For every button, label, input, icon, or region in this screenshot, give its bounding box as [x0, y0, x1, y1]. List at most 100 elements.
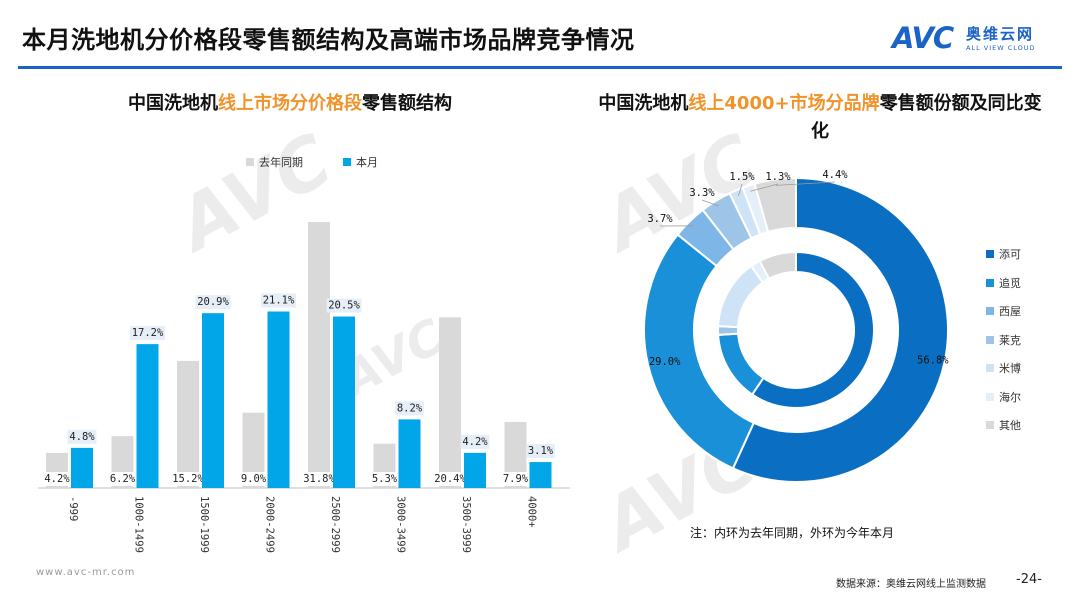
legend-label: 本月	[356, 156, 378, 169]
donut-chart-title-prefix: 中国洗地机	[598, 93, 689, 114]
outer-ring-segment-6	[753, 176, 797, 234]
data-label-box	[170, 472, 206, 486]
bar-last-year	[504, 421, 527, 488]
donut-data-label: 1.3%	[765, 171, 791, 183]
donut-legend-item: 追觅	[986, 269, 1066, 298]
donut-legend-item: 添可	[986, 240, 1066, 269]
outer-ring-segment-0	[731, 176, 949, 483]
bar-last-year	[177, 360, 199, 488]
page-number: -24-	[1016, 572, 1042, 587]
bar-legend-this-month: 本月	[343, 154, 378, 170]
data-label-box	[67, 429, 97, 444]
data-label-box	[301, 472, 337, 486]
bar-chart-title: 中国洗地机线上市场分价格段零售额结构	[40, 90, 540, 118]
data-label-box	[108, 472, 137, 486]
bar-this-month	[529, 462, 552, 488]
data-label: 9.0%	[241, 473, 267, 485]
donut-chart-title: 中国洗地机线上4000+市场分品牌零售额份额及同比变化	[590, 90, 1050, 146]
donut-legend: 添可追觅西屋莱克米博海尔其他	[986, 240, 1066, 440]
legend-label: 追觅	[999, 276, 1021, 290]
donut-leader-line	[738, 183, 743, 196]
donut-leader-line	[750, 183, 779, 192]
legend-label: 其他	[999, 419, 1021, 433]
legend-label: 添可	[999, 248, 1021, 262]
data-label-box	[526, 444, 555, 459]
donut-data-label: 56.8%	[917, 355, 949, 367]
data-label: 4.2%	[44, 473, 70, 485]
footer-url: www.avc-mr.com	[36, 567, 136, 578]
donut-chart-title-suffix: 零售额份额及同比变化	[811, 93, 1042, 142]
inner-ring-segment-1	[717, 332, 765, 396]
legend-swatch	[986, 278, 994, 287]
bar-this-month	[267, 311, 290, 488]
donut-legend-item: 西屋	[986, 297, 1066, 326]
data-label-box	[195, 295, 231, 310]
brand-english-name: ALL VIEW CLOUD	[966, 44, 1036, 52]
data-label-box	[42, 472, 72, 486]
data-label-box	[370, 472, 399, 486]
data-label-box	[326, 298, 362, 313]
inner-ring-segment-4	[717, 264, 765, 329]
legend-label: 去年同期	[259, 156, 303, 169]
donut-legend-item: 其他	[986, 411, 1066, 440]
data-label: 6.2%	[110, 473, 136, 485]
bar-last-year	[242, 412, 265, 488]
data-label: 8.2%	[397, 402, 423, 414]
data-label: 4.8%	[69, 431, 95, 443]
brand-logo: AVC 奥维云网 ALL VIEW CLOUD	[892, 22, 1062, 58]
x-tick-label: 3500-3999	[460, 496, 472, 553]
data-label: 3.1%	[528, 445, 554, 457]
x-tick-label: 1500-1999	[198, 496, 210, 553]
data-label-box	[460, 434, 490, 449]
bar-this-month	[71, 447, 93, 488]
bar-this-month	[464, 452, 486, 488]
data-label: 20.5%	[328, 300, 360, 312]
legend-label: 海尔	[999, 390, 1021, 404]
data-label: 21.1%	[263, 295, 295, 307]
legend-swatch	[986, 335, 994, 344]
x-tick-label: 2500-2999	[329, 496, 341, 553]
legend-label: 莱克	[999, 333, 1021, 347]
data-label: 4.2%	[462, 436, 488, 448]
bar-chart-title-prefix: 中国洗地机	[128, 93, 218, 114]
bar-last-year	[439, 317, 461, 488]
brand-mark: AVC	[892, 21, 954, 55]
x-tick-label: 4000+	[526, 496, 538, 528]
donut-data-label: 4.4%	[822, 169, 848, 181]
brand-name: 奥维云网	[966, 25, 1035, 43]
page-title: 本月洗地机分价格段零售额结构及高端市场品牌竞争情况	[22, 26, 635, 54]
bar-this-month	[333, 316, 355, 488]
donut-legend-item: 米博	[986, 354, 1066, 383]
legend-label: 米博	[999, 362, 1021, 376]
legend-swatch	[986, 250, 994, 259]
donut-legend-item: 莱克	[986, 326, 1066, 355]
data-label-box	[501, 472, 530, 486]
legend-swatch	[986, 392, 994, 401]
data-label: 5.3%	[372, 473, 398, 485]
donut-chart-title-highlight: 线上4000+市场分品牌	[688, 93, 880, 114]
donut-data-label: 1.5%	[729, 171, 755, 183]
data-label-box	[261, 293, 296, 308]
inner-ring-segment-6	[758, 250, 797, 281]
donut-leader-line	[775, 181, 836, 186]
donut-data-label: 3.7%	[647, 213, 673, 225]
data-label: 31.8%	[303, 473, 335, 485]
chart-note: 注：内环为去年同期，外环为今年本月	[690, 526, 895, 540]
x-tick-label: -999	[67, 496, 79, 521]
x-tick-label: 2000-2499	[264, 496, 276, 553]
x-tick-label: 1000-1499	[133, 496, 145, 553]
inner-ring-segment-0	[750, 250, 875, 409]
legend-swatch	[246, 158, 254, 166]
bar-this-month	[202, 313, 224, 488]
bar-legend-last-year: 去年同期	[246, 154, 303, 170]
legend-swatch	[343, 158, 351, 166]
data-label: 20.4%	[434, 473, 466, 485]
donut-data-label: 3.3%	[689, 187, 715, 199]
data-label-box	[432, 472, 468, 486]
legend-swatch	[986, 421, 994, 430]
data-label-box	[239, 472, 268, 486]
data-label: 20.9%	[197, 296, 229, 308]
x-tick-label: 3000-3499	[395, 496, 407, 553]
header-rule	[18, 66, 1062, 69]
